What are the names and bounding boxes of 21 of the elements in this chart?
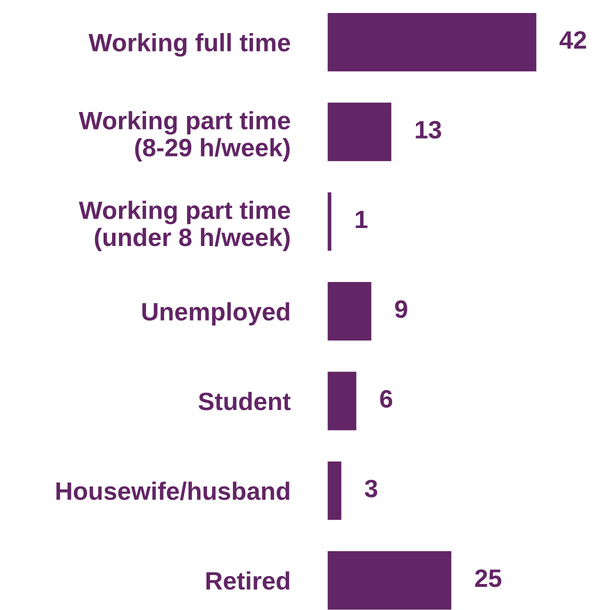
data-label: 1 [356,210,368,228]
y-tick-label: Housewife/husband [56,482,290,500]
data-label: 13 [416,120,442,139]
y-tick-label: Student [198,392,291,410]
bar [327,190,333,252]
data-label: 3 [364,480,378,498]
bar [327,280,373,342]
data-label: 6 [380,390,392,408]
y-tick-label: Working full time [88,33,290,57]
bar [327,101,393,162]
y-tick-label: Unemployed [142,302,290,326]
bar [327,460,343,522]
bar [327,12,538,73]
bar [327,550,453,610]
y-tick-label: Working part time (under 8 h/week) [78,200,290,252]
data-label: 9 [395,300,408,318]
data-label: 25 [475,569,502,588]
y-tick-label: Working part time (8-29 h/week) [78,111,290,162]
data-label: 42 [560,31,586,49]
y-tick-label: Retired [206,571,290,590]
bar [327,370,358,432]
